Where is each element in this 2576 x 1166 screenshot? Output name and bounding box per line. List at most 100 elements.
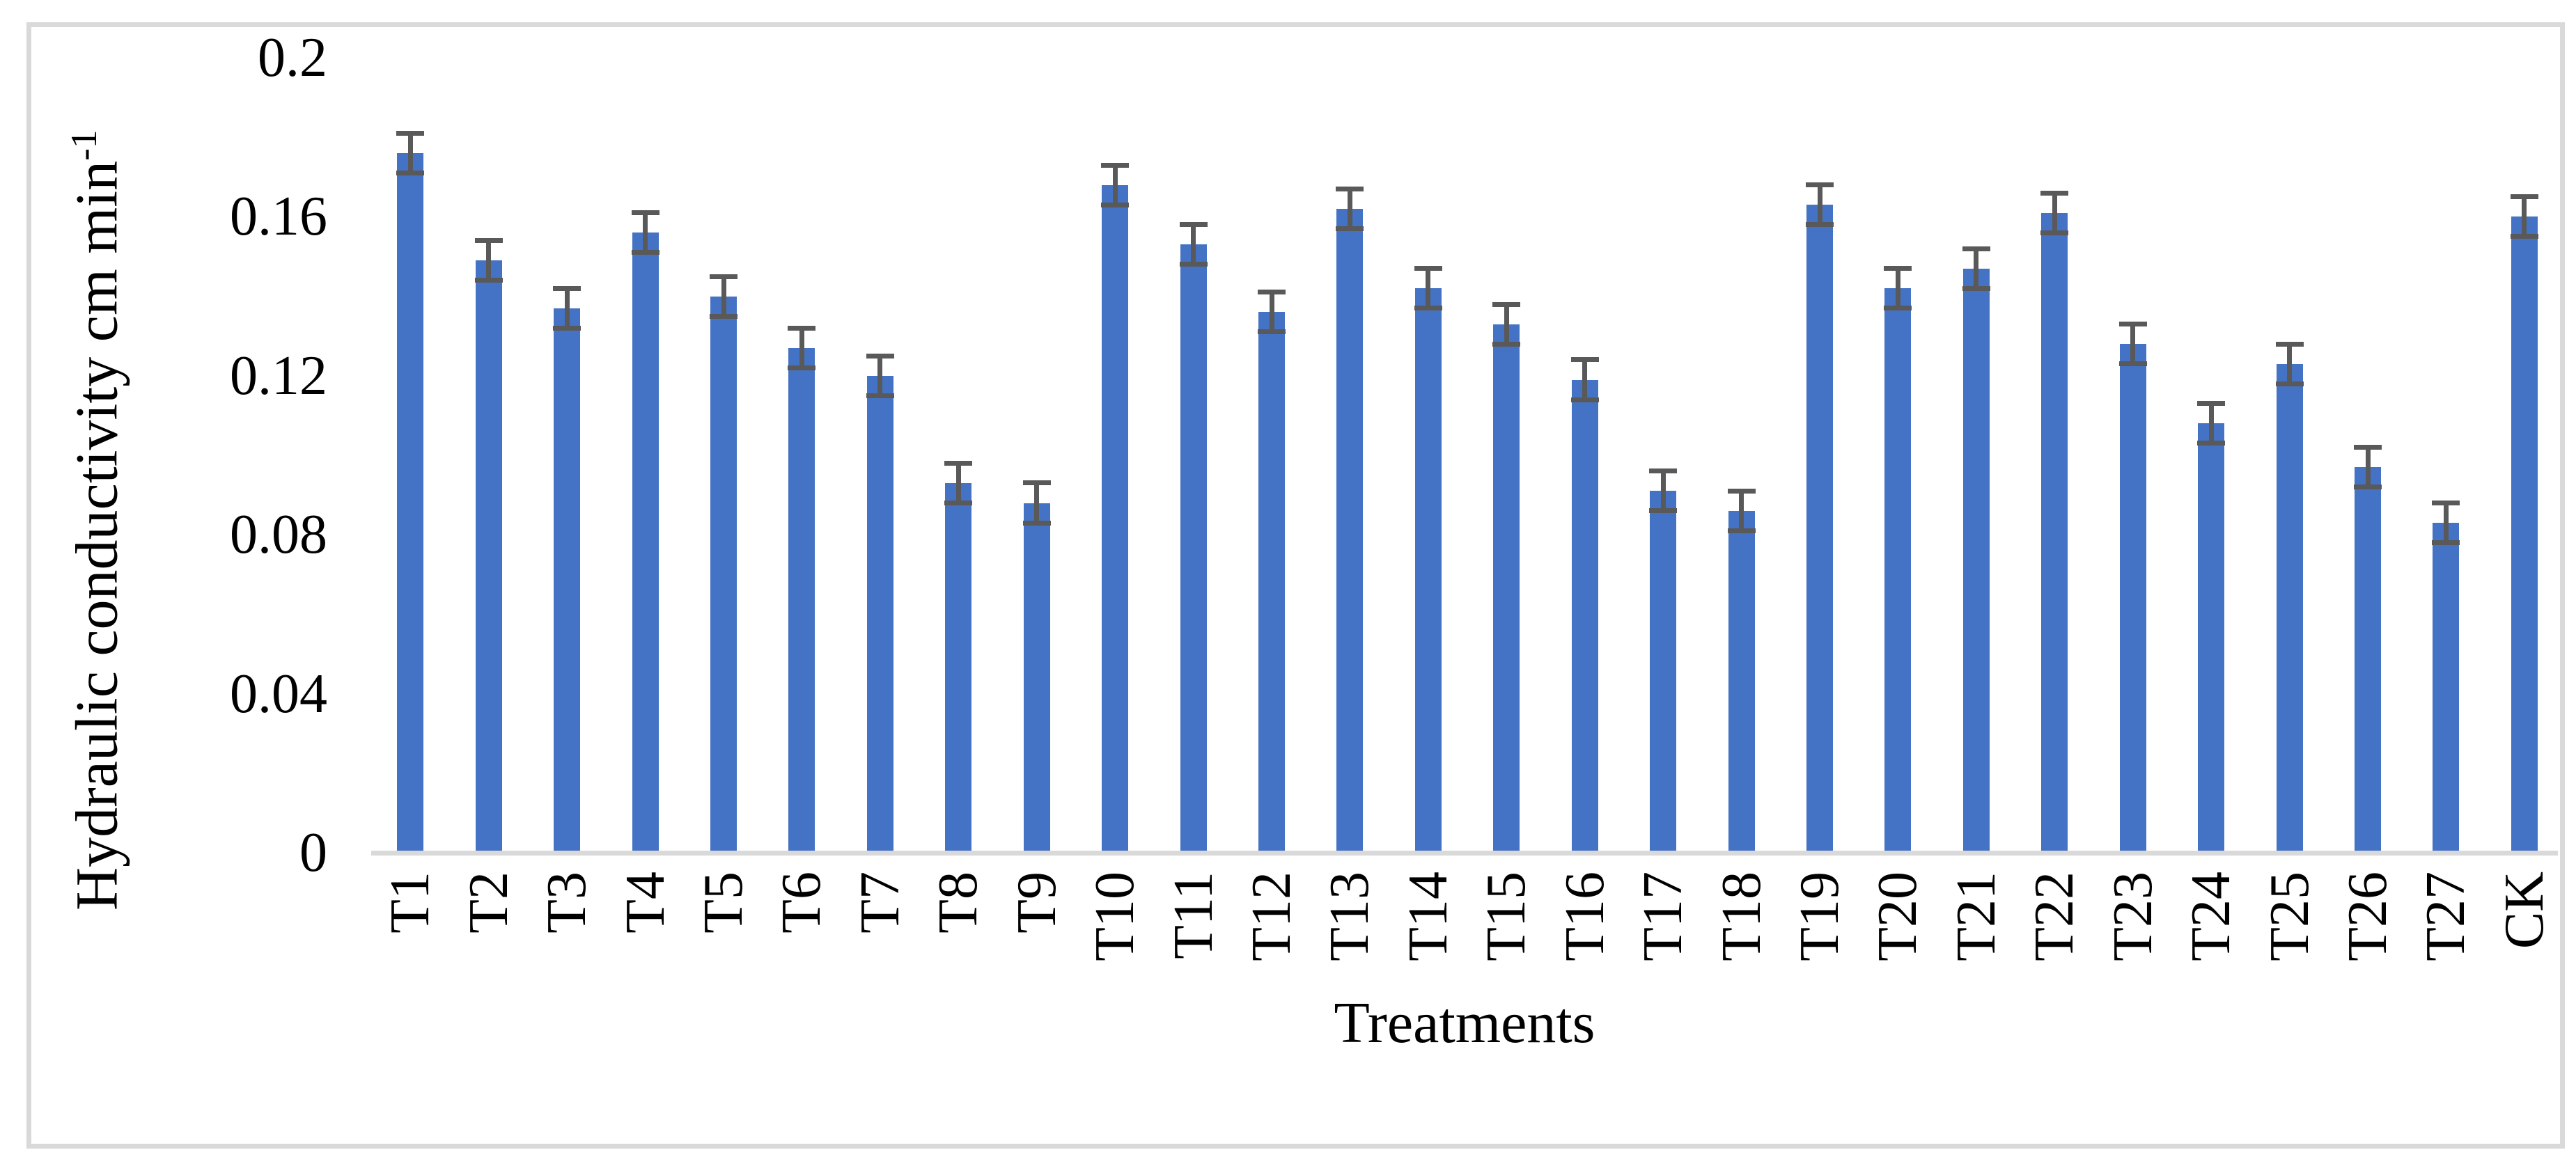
x-tick-label-T22: T22 xyxy=(2024,872,2085,961)
y-tick-label: 0.12 xyxy=(230,345,327,407)
error-bar-line xyxy=(1113,165,1118,205)
x-tick-label-T20: T20 xyxy=(1867,872,1928,961)
error-bar-line xyxy=(2209,404,2214,443)
bar-T23 xyxy=(2120,344,2146,851)
error-bar-top-cap xyxy=(1101,163,1129,168)
error-bar-line xyxy=(1974,249,1978,288)
error-bar-bottom-cap xyxy=(866,393,894,398)
error-bar-bottom-cap xyxy=(944,501,972,505)
error-bar-top-cap xyxy=(1414,266,1442,271)
x-tick-label-T16: T16 xyxy=(1554,872,1616,961)
error-bar-bottom-cap xyxy=(2040,230,2068,235)
bar-T3 xyxy=(554,308,580,851)
x-tick-label-T24: T24 xyxy=(2180,872,2242,961)
bar-CK xyxy=(2511,216,2538,851)
x-tick-label-T23: T23 xyxy=(2102,872,2164,961)
error-bar-line xyxy=(2444,503,2449,543)
bar-T14 xyxy=(1415,288,1442,851)
error-bar-top-cap xyxy=(2511,194,2538,199)
error-bar-bottom-cap xyxy=(2276,381,2304,386)
bar-T6 xyxy=(788,348,815,851)
bar-T17 xyxy=(1650,491,1676,851)
error-bar-line xyxy=(486,241,491,281)
error-bar-line xyxy=(1896,269,1900,308)
bar-T24 xyxy=(2198,423,2224,851)
x-tick-label-T1: T1 xyxy=(380,872,441,933)
error-bar-bottom-cap xyxy=(1571,397,1599,402)
bar-T16 xyxy=(1572,380,1598,851)
error-bar-bottom-cap xyxy=(1414,306,1442,310)
error-bar-line xyxy=(1191,225,1196,265)
error-bar-top-cap xyxy=(632,210,659,215)
x-tick-label-T27: T27 xyxy=(2415,872,2476,961)
bar-T9 xyxy=(1024,503,1050,851)
y-tick-label: 0 xyxy=(299,822,327,883)
x-tick-label-T17: T17 xyxy=(1632,872,1694,961)
bar-T18 xyxy=(1728,511,1755,851)
error-bar-line xyxy=(1504,304,1509,344)
x-tick-label-T18: T18 xyxy=(1711,872,1772,961)
error-bar-bottom-cap xyxy=(1728,528,1756,533)
y-tick-label: 0.16 xyxy=(230,186,327,247)
error-bar-line xyxy=(408,133,413,173)
error-bar-bottom-cap xyxy=(710,314,737,319)
error-bar-bottom-cap xyxy=(1101,203,1129,207)
error-bar-line xyxy=(877,356,882,395)
bar-T20 xyxy=(1884,288,1911,851)
error-bar-bottom-cap xyxy=(1884,306,1912,310)
x-tick-label-T10: T10 xyxy=(1084,872,1146,961)
error-bar-top-cap xyxy=(1962,246,1990,251)
bar-T2 xyxy=(476,260,502,851)
error-bar-line xyxy=(2130,324,2135,364)
error-bar-bottom-cap xyxy=(2119,361,2147,366)
bar-T1 xyxy=(397,153,423,851)
error-bar-line xyxy=(1661,471,1666,511)
y-tick-label: 0.08 xyxy=(230,504,327,565)
error-bar-line xyxy=(1348,189,1352,228)
error-bar-line xyxy=(956,463,961,503)
x-tick-label-T2: T2 xyxy=(458,872,520,933)
error-bar-top-cap xyxy=(553,286,581,291)
error-bar-top-cap xyxy=(2432,501,2460,505)
bar-T8 xyxy=(945,483,971,851)
error-bar-bottom-cap xyxy=(1492,342,1520,347)
error-bar-top-cap xyxy=(1728,489,1756,494)
error-bar-line xyxy=(1739,491,1744,530)
x-tick-label-T14: T14 xyxy=(1398,872,1459,961)
error-bar-top-cap xyxy=(1180,222,1208,227)
error-bar-top-cap xyxy=(2197,401,2225,406)
error-bar-line xyxy=(643,213,648,253)
x-tick-label-T8: T8 xyxy=(928,872,989,933)
bar-T25 xyxy=(2277,364,2303,851)
bar-T4 xyxy=(632,233,659,851)
error-bar-bottom-cap xyxy=(553,326,581,331)
error-bar-top-cap xyxy=(944,461,972,466)
error-bar-line xyxy=(1582,360,1587,400)
bar-T27 xyxy=(2433,523,2459,851)
error-bar-line xyxy=(2052,193,2057,233)
x-tick-label-T19: T19 xyxy=(1789,872,1850,961)
y-axis-title-superscript: -1 xyxy=(63,129,104,161)
error-bar-bottom-cap xyxy=(1962,286,1990,291)
error-bar-bottom-cap xyxy=(2511,234,2538,239)
error-bar-bottom-cap xyxy=(1180,262,1208,267)
error-bar-line xyxy=(2287,344,2292,384)
error-bar-top-cap xyxy=(475,238,503,243)
bar-T10 xyxy=(1102,185,1128,851)
error-bar-top-cap xyxy=(1649,468,1677,473)
bar-T7 xyxy=(867,376,893,851)
x-tick-label-CK: CK xyxy=(2494,872,2555,950)
y-tick-label: 0.04 xyxy=(230,663,327,725)
x-tick-label-T6: T6 xyxy=(771,872,832,933)
bar-T22 xyxy=(2041,213,2068,851)
error-bar-top-cap xyxy=(1884,266,1912,271)
error-bar-top-cap xyxy=(1571,357,1599,362)
error-bar-line xyxy=(1818,185,1822,225)
error-bar-top-cap xyxy=(1023,480,1051,485)
bar-T13 xyxy=(1336,209,1363,851)
x-tick-label-T13: T13 xyxy=(1319,872,1380,961)
error-bar-top-cap xyxy=(1492,302,1520,307)
error-bar-line xyxy=(1034,483,1039,523)
x-tick-label-T3: T3 xyxy=(536,872,598,933)
